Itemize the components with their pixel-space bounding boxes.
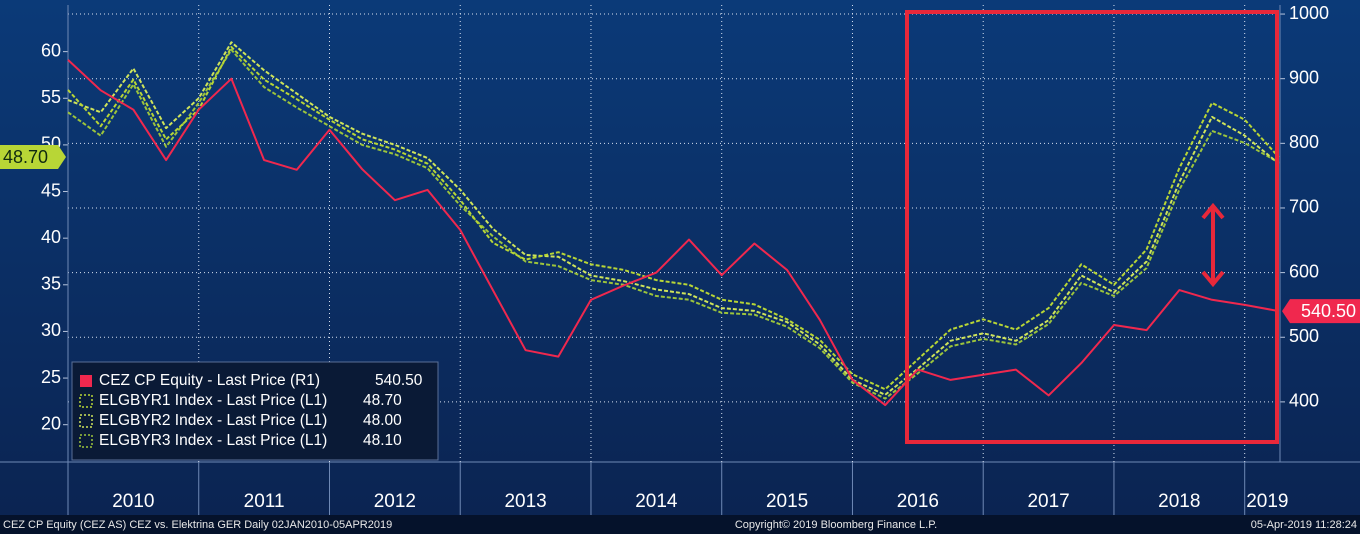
legend-swatch: [79, 394, 93, 408]
y-tick-label: 40: [41, 227, 61, 247]
y-tick-label: 60: [41, 40, 61, 60]
y2-tick-label: 700: [1289, 197, 1319, 217]
gap-arrow: [1201, 202, 1225, 288]
x-tick-label: 2013: [504, 491, 546, 512]
last-value-tag: [0, 145, 66, 170]
y-tick-label: 20: [41, 413, 61, 433]
x-tick-label: 2014: [635, 491, 678, 512]
footer-left: CEZ CP Equity (CEZ AS) CEZ vs. Elektrina…: [3, 519, 392, 531]
x-tick-label: 2011: [244, 491, 285, 512]
x-tick-label: 2015: [766, 491, 808, 512]
legend-box: [71, 361, 439, 461]
y-tick-label: 55: [41, 87, 61, 107]
series-line: [67, 41, 1280, 396]
x-tick-label: 2016: [897, 491, 939, 512]
y-tick-label: 35: [41, 274, 61, 294]
legend-value: 48.00: [363, 412, 402, 429]
highlight-box: [905, 10, 1279, 444]
footer-band: [0, 515, 1360, 534]
footer-center: Copyright© 2019 Bloomberg Finance L.P.: [735, 519, 937, 531]
last-value-label: 48.70: [3, 147, 48, 167]
legend-swatch: [79, 434, 93, 448]
y-tick-label: 25: [41, 367, 61, 387]
legend-label: ELGBYR3 Index - Last Price (L1): [99, 432, 327, 449]
y-tick-label: 45: [41, 180, 61, 200]
x-tick-label: 2012: [374, 491, 416, 512]
legend-label: ELGBYR1 Index - Last Price (L1): [99, 392, 327, 409]
series-line: [67, 48, 1280, 400]
last-value-label: 540.50: [1301, 301, 1356, 321]
y2-tick-label: 600: [1289, 261, 1319, 281]
legend-value: 48.70: [363, 392, 402, 409]
last-value-tag: [1282, 299, 1360, 324]
legend-label: CEZ CP Equity - Last Price (R1): [99, 372, 320, 389]
plot-area: 2010 2011 2012 2013 2014 2015 2016 2017 2018 2019…: [41, 3, 1329, 515]
series-line: [67, 46, 1280, 391]
x-tick-label: 2017: [1027, 491, 1069, 512]
legend-swatch: [80, 375, 92, 387]
y2-tick-label: 1000: [1289, 3, 1329, 23]
y2-tick-label: 500: [1289, 326, 1319, 346]
legend-swatch: [79, 414, 93, 428]
legend-value: 540.50: [375, 372, 423, 389]
footer-right: 05-Apr-2019 11:28:24: [1251, 519, 1357, 531]
series-line: [67, 59, 1279, 407]
y-tick-label: 30: [41, 320, 61, 340]
y2-tick-label: 800: [1289, 132, 1319, 152]
y2-tick-label: 900: [1289, 67, 1319, 87]
x-tick-label: 2010: [112, 491, 154, 512]
y2-tick-label: 400: [1289, 391, 1319, 411]
legend-value: 48.10: [363, 432, 402, 449]
x-tick-label: 2019: [1246, 491, 1288, 512]
x-tick-label: 2018: [1158, 491, 1200, 512]
legend: CEZ CP Equity - Last Price (R1) 540.50 ELG…: [71, 361, 439, 461]
legend-label: ELGBYR2 Index - Last Price (L1): [99, 412, 327, 429]
